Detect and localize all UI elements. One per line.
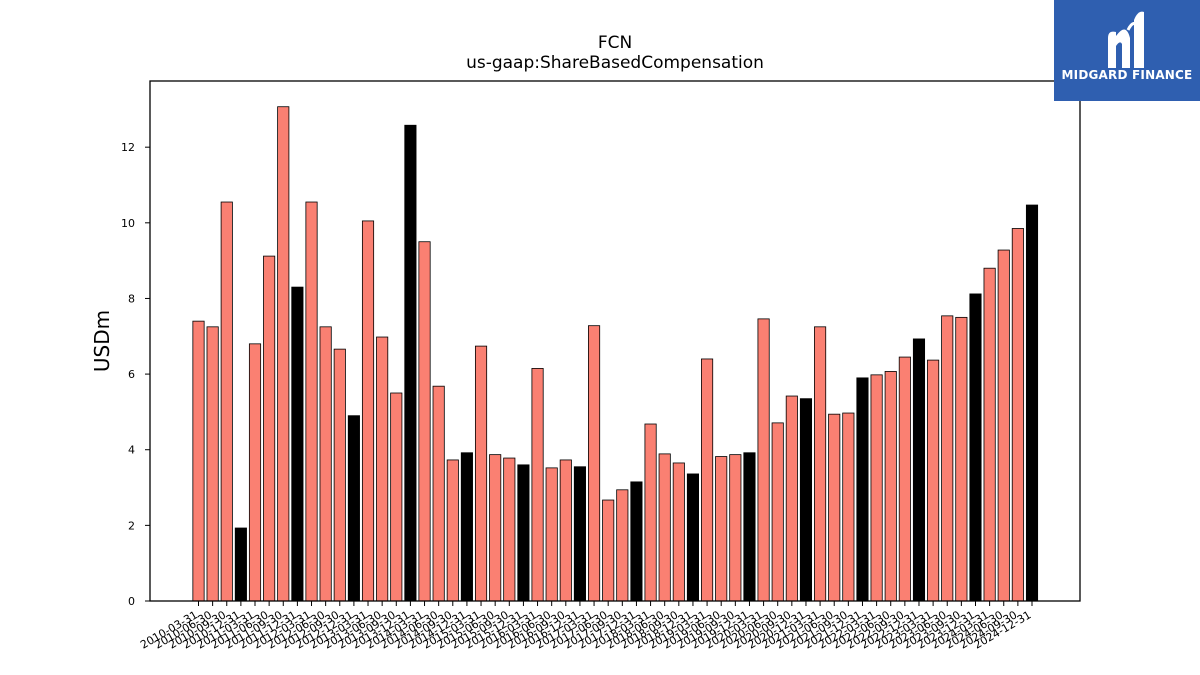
bar-2016-06-30 xyxy=(545,467,558,602)
bar-2016-09-30 xyxy=(559,459,572,602)
bar-2015-03-31 xyxy=(474,345,488,602)
bar-2016-03-31 xyxy=(531,368,544,602)
plot-frame xyxy=(149,80,1081,602)
bar-2024-06-30 xyxy=(997,249,1010,602)
bar-2013-09-30 xyxy=(390,392,403,602)
bar-2013-06-30 xyxy=(376,336,389,602)
bar-2019-06-30 xyxy=(715,456,728,602)
bar-2017-06-30 xyxy=(602,499,615,602)
bar-2021-06-30 xyxy=(828,413,841,602)
bar-2021-12-31 xyxy=(856,377,869,602)
bar-2019-03-31 xyxy=(701,358,714,602)
bar-2022-09-30 xyxy=(898,356,911,602)
bar-2022-03-31 xyxy=(870,374,883,602)
bar-2011-03-31 xyxy=(248,343,262,602)
bar-2010-09-30 xyxy=(220,201,233,602)
bar-2021-03-31 xyxy=(814,326,827,602)
bar-2022-06-30 xyxy=(884,371,897,602)
midgard-finance-logo-icon xyxy=(1108,11,1144,68)
bar-2015-06-30 xyxy=(489,454,502,602)
bar-2015-09-30 xyxy=(503,457,516,602)
y-axis-label: USDm xyxy=(90,310,114,372)
bar-2023-09-30 xyxy=(955,316,968,602)
chart-subtitle: us-gaap:ShareBasedCompensation xyxy=(466,53,764,73)
bar-2014-03-31 xyxy=(418,241,431,602)
bar-2011-09-30 xyxy=(277,106,290,602)
brand-logo-text: MIDGARD FINANCE xyxy=(1061,68,1193,82)
bar-2013-12-31 xyxy=(404,124,417,602)
bar-2023-03-31 xyxy=(927,359,940,602)
y-tick-label: 12 xyxy=(121,141,135,154)
bar-2020-03-31 xyxy=(757,318,770,602)
brand-logo: MIDGARD FINANCE xyxy=(1054,0,1200,101)
bar-2020-06-30 xyxy=(771,422,784,602)
bar-2018-09-30 xyxy=(672,462,685,602)
bar-2016-12-31 xyxy=(573,466,586,602)
y-tick-label: 6 xyxy=(128,368,135,381)
bar-2014-06-30 xyxy=(432,385,445,602)
y-tick-label: 4 xyxy=(128,444,135,457)
bar-2019-09-30 xyxy=(729,454,742,602)
bar-2011-06-30 xyxy=(263,255,276,602)
x-axis-ticks: 2010-03-312010-06-302010-09-302010-12-31… xyxy=(138,601,1034,652)
bar-2020-09-30 xyxy=(785,395,798,602)
bar-2010-06-30 xyxy=(206,326,219,602)
y-tick-label: 8 xyxy=(128,292,135,305)
bar-2017-12-31 xyxy=(630,481,643,602)
bar-2011-12-31 xyxy=(291,286,304,602)
bar-2018-06-30 xyxy=(658,453,671,602)
bar-2024-12-31 xyxy=(1025,204,1039,602)
bar-2017-03-31 xyxy=(588,325,601,602)
bar-2012-03-31 xyxy=(305,201,318,602)
bar-2019-12-31 xyxy=(743,452,756,602)
bar-2024-03-31 xyxy=(983,267,996,602)
bar-2015-12-31 xyxy=(517,464,530,602)
bar-2010-12-31 xyxy=(234,527,247,602)
chart-title: FCN xyxy=(598,33,632,53)
bar-2020-12-31 xyxy=(799,398,813,602)
bars-group xyxy=(192,106,1039,602)
bar-2024-09-30 xyxy=(1011,228,1024,602)
bar-2022-12-31 xyxy=(912,338,926,602)
y-tick-label: 0 xyxy=(128,595,135,608)
y-axis-ticks: 0 2 4 6 8 10 12 xyxy=(121,141,150,608)
bar-2012-09-30 xyxy=(333,348,346,602)
bar-2014-12-31 xyxy=(460,452,473,602)
bar-2021-09-30 xyxy=(842,412,855,602)
bar-2014-09-30 xyxy=(446,459,459,602)
y-tick-label: 10 xyxy=(121,217,135,230)
bar-2012-06-30 xyxy=(319,326,332,602)
bar-2012-12-31 xyxy=(347,415,360,602)
bar-2013-03-31 xyxy=(361,220,375,602)
bar-2017-09-30 xyxy=(616,489,629,602)
bar-2010-03-31 xyxy=(192,320,205,602)
bar-2018-12-31 xyxy=(686,473,699,602)
y-tick-label: 2 xyxy=(128,519,135,532)
bar-2023-12-31 xyxy=(969,293,982,602)
bar-2023-06-30 xyxy=(941,315,954,602)
bar-2018-03-31 xyxy=(644,423,657,602)
